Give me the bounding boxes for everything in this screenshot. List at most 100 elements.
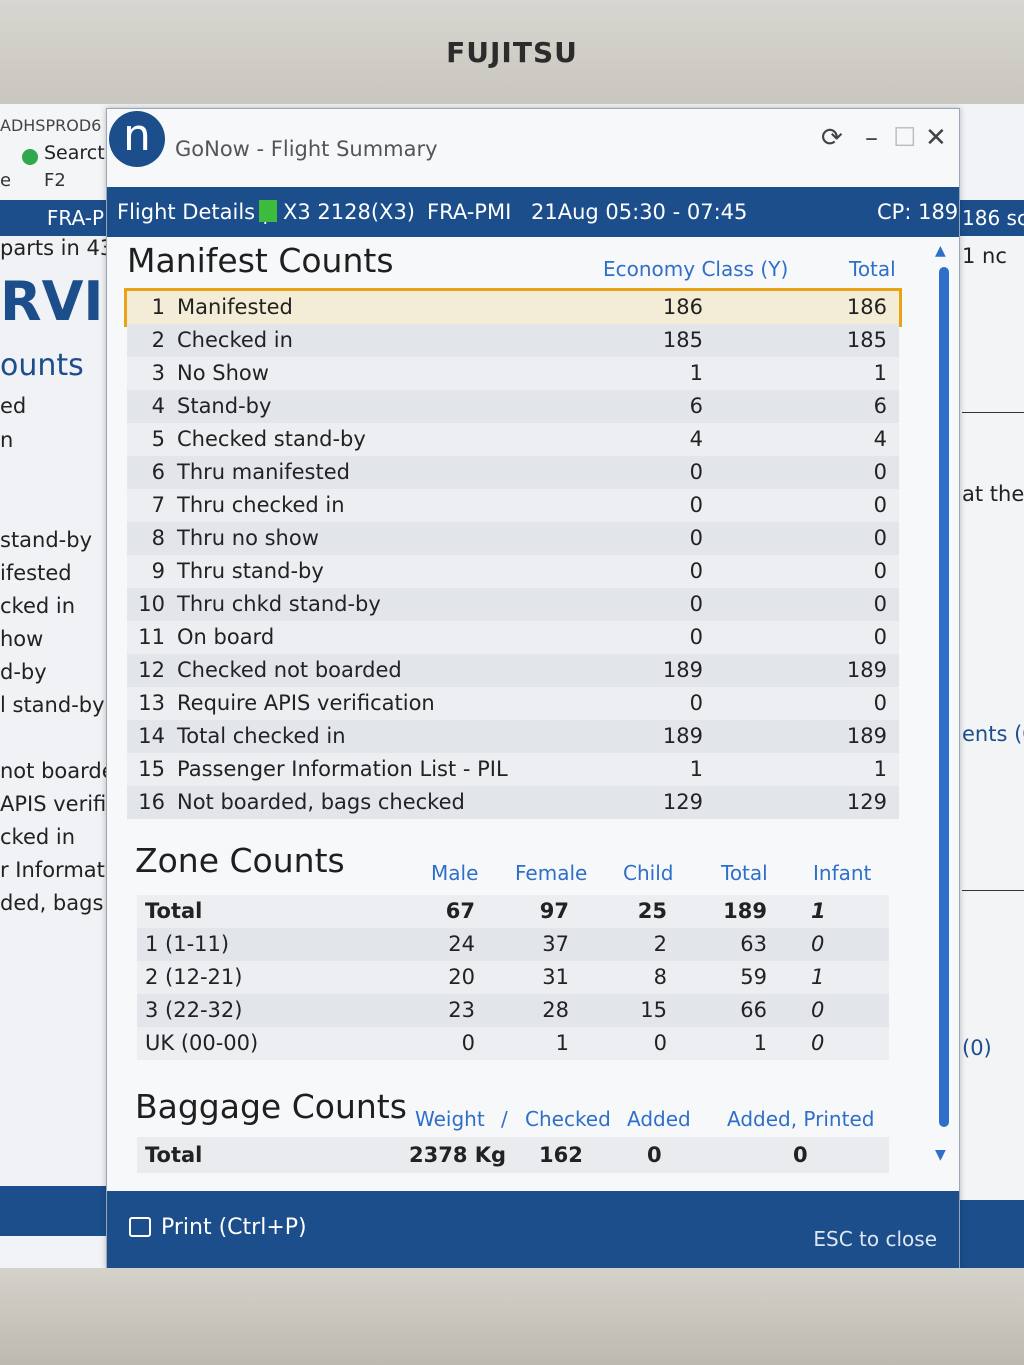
- flight-details-label: Flight Details |: [117, 200, 269, 224]
- manifest-row-number: 2: [151, 328, 165, 352]
- manifest-row-number: 16: [138, 790, 165, 814]
- manifest-row[interactable]: 11 On board 0 0: [127, 621, 899, 654]
- bg-text: at the: [962, 482, 1024, 506]
- close-icon[interactable]: ✕: [925, 123, 947, 153]
- scroll-down-icon[interactable]: ▼: [935, 1147, 946, 1163]
- bg-host-label: ADHSPROD6: [0, 116, 102, 135]
- manifest-row[interactable]: 4 Stand-by 6 6: [127, 390, 899, 423]
- esc-to-close-hint[interactable]: ESC to close: [813, 1227, 937, 1251]
- scroll-up-icon[interactable]: ▲: [935, 243, 946, 259]
- manifest-row[interactable]: 3 No Show 1 1: [127, 357, 899, 390]
- maximize-icon[interactable]: ☐: [893, 123, 917, 153]
- manifest-economy-value: 0: [689, 625, 703, 649]
- manifest-economy-value: 189: [662, 724, 703, 748]
- flight-number: X3 2128(X3): [259, 200, 415, 224]
- manifest-total-value: 129: [846, 790, 887, 814]
- minimize-icon[interactable]: –: [865, 123, 878, 153]
- zone-row[interactable]: 2 (12-21) 20 31 8 59 1: [137, 961, 889, 994]
- manifest-economy-value: 1: [689, 757, 703, 781]
- manifest-row-label: Stand-by: [177, 394, 272, 418]
- zone-male-value: 67: [445, 899, 475, 923]
- zone-male-value: 0: [461, 1031, 475, 1055]
- bg-shortcut-label: F2: [44, 170, 66, 191]
- print-button[interactable]: Print (Ctrl+P): [129, 1215, 307, 1240]
- manifest-row[interactable]: 1 Manifested 186 186: [124, 288, 902, 327]
- manifest-row-label: Thru checked in: [177, 493, 345, 517]
- manifest-row-label: Checked not boarded: [177, 658, 402, 682]
- background-app-left-panel: parts in 43 RVIE ounts ed n stand-by ife…: [0, 236, 108, 1236]
- manifest-total-value: 1: [873, 361, 887, 385]
- manifest-economy-value: 185: [662, 328, 703, 352]
- bg-text: n: [0, 428, 14, 452]
- manifest-row-number: 8: [151, 526, 165, 550]
- bg-text: (0): [962, 1036, 992, 1060]
- zone-counts-title: Zone Counts: [135, 841, 345, 880]
- manifest-economy-value: 4: [689, 427, 703, 451]
- capacity-count: CP: 189: [877, 200, 959, 224]
- app-logo-icon: n: [109, 111, 165, 167]
- zone-row[interactable]: Total 67 97 25 189 1: [137, 895, 889, 928]
- manifest-row[interactable]: 12 Checked not boarded 189 189: [127, 654, 899, 687]
- manifest-total-value: 0: [873, 625, 887, 649]
- manifest-row-number: 14: [138, 724, 165, 748]
- flight-details-bar: Flight Details | X3 2128(X3) FRA-PMI 21A…: [107, 187, 959, 237]
- bg-search-label[interactable]: Searct: [44, 142, 105, 164]
- zone-row[interactable]: 1 (1-11) 24 37 2 63 0: [137, 928, 889, 961]
- manifest-total-value: 189: [846, 658, 887, 682]
- slash-separator: /: [501, 1107, 508, 1131]
- vertical-scrollbar[interactable]: ▲ ▼: [933, 237, 953, 1177]
- manifest-row[interactable]: 5 Checked stand-by 4 4: [127, 423, 899, 456]
- zone-row[interactable]: 3 (22-32) 23 28 15 66 0: [137, 994, 889, 1027]
- manifest-row-number: 6: [151, 460, 165, 484]
- manifest-economy-value: 189: [662, 658, 703, 682]
- manifest-row[interactable]: 6 Thru manifested 0 0: [127, 456, 899, 489]
- manifest-total-value: 1: [873, 757, 887, 781]
- zone-infant-value: 0: [811, 998, 825, 1022]
- manifest-row[interactable]: 14 Total checked in 189 189: [127, 720, 899, 753]
- manifest-row-label: On board: [177, 625, 275, 649]
- manifest-row[interactable]: 7 Thru checked in 0 0: [127, 489, 899, 522]
- zone-child-value: 25: [637, 899, 667, 923]
- zone-row-label: 2 (12-21): [145, 965, 243, 989]
- manifest-total-value: 0: [873, 691, 887, 715]
- zone-female-value: 31: [542, 965, 569, 989]
- manifest-row[interactable]: 9 Thru stand-by 0 0: [127, 555, 899, 588]
- refresh-icon[interactable]: ⟳: [821, 123, 843, 153]
- bg-heading: RVIE: [0, 270, 108, 333]
- manifest-row[interactable]: 8 Thru no show 0 0: [127, 522, 899, 555]
- infant-header: Infant: [813, 861, 872, 885]
- manifest-row-number: 13: [138, 691, 165, 715]
- zone-total-value: 189: [723, 899, 767, 923]
- manifest-counts-title-text: Manifest Counts: [127, 241, 394, 280]
- manifest-row-number: 11: [138, 625, 165, 649]
- added-header: Added: [627, 1107, 691, 1131]
- bg-text: 1 nc: [962, 244, 1007, 268]
- bg-text: cked in: [0, 594, 76, 618]
- manifest-row[interactable]: 16 Not boarded, bags checked 129 129: [127, 786, 899, 819]
- background-app-right-panel: 186 sc 1 nc at the ents (C (0): [956, 200, 1024, 1268]
- manifest-row[interactable]: 2 Checked in 185 185: [127, 324, 899, 357]
- flight-summary-dialog: n GoNow - Flight Summary ⟳ – ☐ ✕ Flight …: [106, 108, 960, 1268]
- bg-text: how: [0, 627, 44, 651]
- baggage-weight: 2378 Kg: [409, 1143, 507, 1167]
- manifest-row[interactable]: 13 Require APIS verification 0 0: [127, 687, 899, 720]
- manifest-row[interactable]: 15 Passenger Information List - PIL 1 1: [127, 753, 899, 786]
- zone-infant-value: 1: [811, 899, 826, 923]
- manifest-counts-title: Manifest Counts: [127, 241, 394, 280]
- manifest-total-value: 0: [873, 559, 887, 583]
- scrollbar-thumb[interactable]: [939, 267, 949, 1127]
- zone-row-label: 3 (22-32): [145, 998, 243, 1022]
- dialog-title: GoNow - Flight Summary: [175, 137, 438, 161]
- manifest-row-label: Total checked in: [177, 724, 346, 748]
- manifest-economy-value: 0: [689, 691, 703, 715]
- manifest-total-value: 0: [873, 592, 887, 616]
- print-button-label: Print (Ctrl+P): [161, 1215, 307, 1240]
- manifest-row-number: 10: [138, 592, 165, 616]
- manifest-total-value: 189: [846, 724, 887, 748]
- bg-text: ifested: [0, 561, 72, 585]
- bg-text: parts in 43: [0, 236, 108, 260]
- manifest-row[interactable]: 10 Thru chkd stand-by 0 0: [127, 588, 899, 621]
- zone-child-value: 0: [653, 1031, 667, 1055]
- baggage-counts-title: Baggage Counts: [135, 1087, 407, 1126]
- zone-row[interactable]: UK (00-00) 0 1 0 1 0: [137, 1027, 889, 1060]
